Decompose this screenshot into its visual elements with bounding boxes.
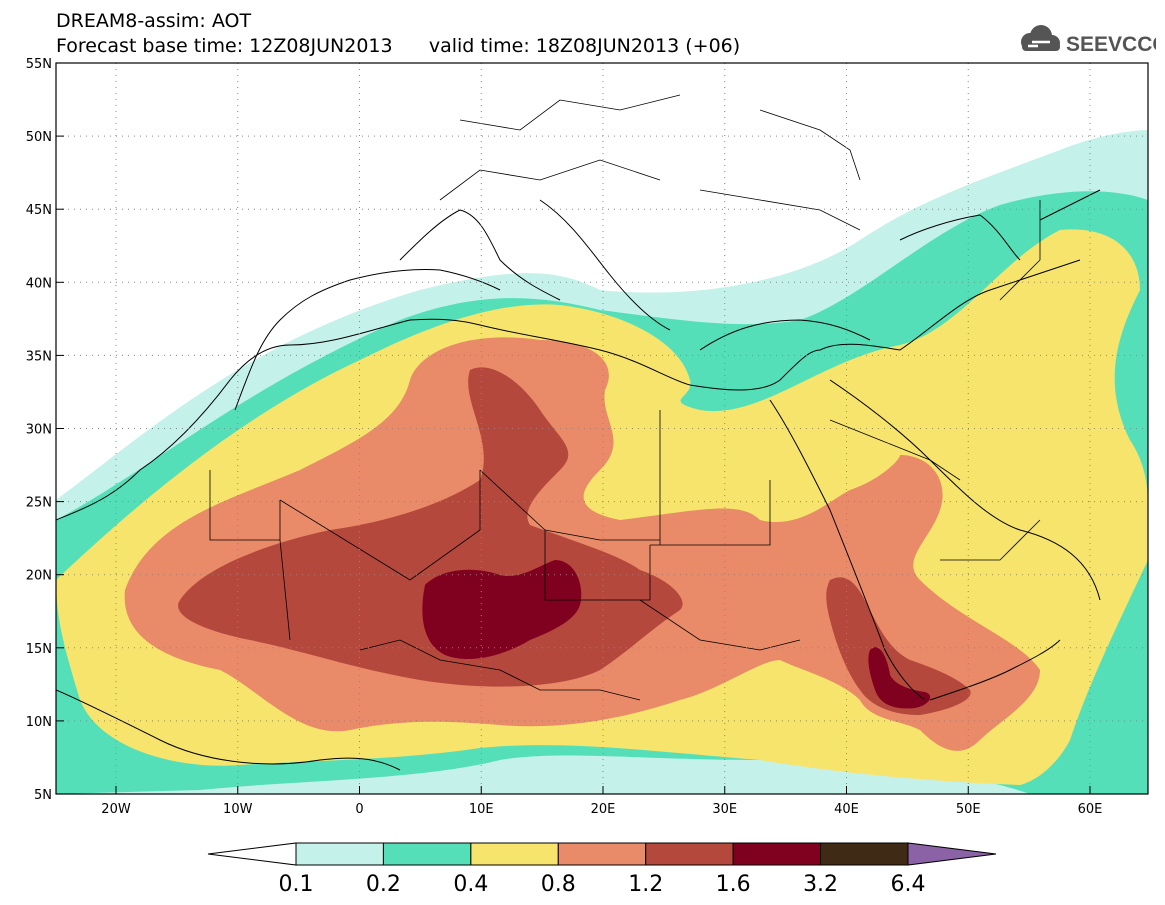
graticule	[56, 63, 1148, 794]
colorbar-label: 0.1	[279, 872, 314, 897]
colorbar-label: 1.6	[716, 872, 751, 897]
map-title: DREAM8-assim: AOT	[56, 10, 252, 32]
lon-tick-label: 40E	[834, 802, 859, 817]
colorbar-swatch	[470, 842, 559, 866]
colorbar-swatch	[820, 842, 909, 866]
lon-tick-label: 20E	[591, 802, 616, 817]
colorbar-high-arrow	[907, 842, 997, 866]
colorbar-label: 0.8	[541, 872, 576, 897]
coastlines	[56, 189, 1101, 771]
colorbar-low-arrow	[207, 842, 297, 866]
lon-tick-label: 30E	[712, 802, 737, 817]
lat-tick-label: 50N	[26, 130, 52, 145]
lat-tick-label: 35N	[26, 349, 52, 364]
lat-tick-label: 45N	[26, 203, 52, 218]
base-time: Forecast base time: 12Z08JUN2013	[56, 35, 393, 57]
lat-tick-label: 55N	[26, 57, 52, 72]
lat-tick-label: 10N	[26, 715, 52, 730]
colorbar-swatch	[557, 842, 647, 866]
aot-level-1-2-east	[826, 577, 971, 715]
colorbar-label: 0.2	[366, 872, 401, 897]
lat-tick-label: 25N	[26, 496, 52, 511]
lon-tick-label: 20W	[101, 802, 131, 817]
aot-level-1-6	[422, 560, 582, 660]
lat-tick-label: 15N	[26, 642, 52, 657]
lon-tick-label: 10E	[469, 802, 494, 817]
aot-field	[56, 130, 1148, 794]
logo-text: SEEVCCC	[1066, 33, 1156, 56]
lat-axis: 55N 50N 45N 40N 35N 30N 25N 20N 15N 10N 5N	[26, 57, 64, 803]
lon-tick-label: 0	[355, 802, 363, 817]
lon-tick-label: 60E	[1078, 802, 1103, 817]
colorbar-swatch	[382, 842, 472, 866]
lat-tick-label: 30N	[26, 423, 52, 438]
colorbar-swatch	[732, 842, 822, 866]
time-info: Forecast base time: 12Z08JUN2013 valid t…	[56, 35, 740, 57]
aot-level-1-6-east	[868, 647, 931, 709]
lon-axis: 20W 10W 0 10E 20E 30E 40E 50E 60E	[101, 786, 1102, 817]
borders	[209, 94, 1041, 701]
lat-tick-label: 20N	[26, 569, 52, 584]
seevccc-logo: SEEVCCC	[1021, 25, 1156, 56]
colorbar-swatch	[645, 842, 734, 866]
lat-tick-label: 40N	[26, 276, 52, 291]
valid-time: valid time: 18Z08JUN2013 (+06)	[428, 35, 741, 57]
colorbar-label: 0.4	[453, 872, 488, 897]
colorbar-label: 6.4	[891, 872, 926, 897]
colorbar-label: 1.2	[628, 872, 663, 897]
lat-tick-label: 5N	[34, 788, 52, 803]
colorbar-swatch	[295, 842, 384, 866]
lon-tick-label: 50E	[956, 802, 981, 817]
lon-tick-label: 10W	[223, 802, 253, 817]
colorbar-label: 3.2	[803, 872, 838, 897]
